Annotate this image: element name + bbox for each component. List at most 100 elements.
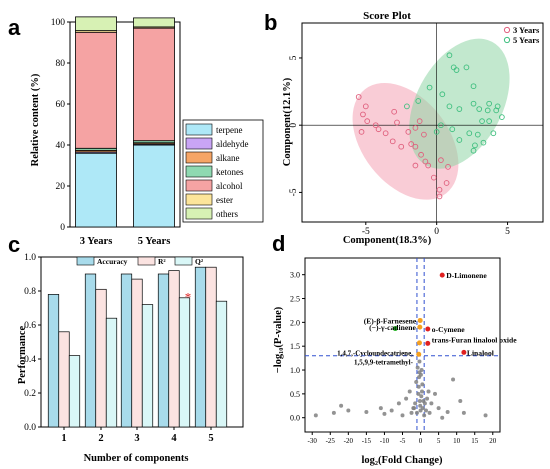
panel-b-point: [438, 157, 444, 163]
panel-b-point: [453, 67, 460, 73]
panel-d-point-ns: [404, 396, 409, 401]
panel-b-point: [415, 98, 422, 104]
panel-b-point: [484, 107, 491, 114]
panel-b-point: [412, 125, 419, 131]
panel-d-x-tick-label: -15: [362, 437, 372, 445]
panel-b-legend-label: 3 Years: [513, 25, 540, 35]
panel-c-category-label: 1: [61, 433, 66, 444]
panel-a-y-tick-label: 20: [56, 182, 66, 192]
panel-d-x-tick-label: -25: [326, 437, 336, 445]
panel-b-point: [391, 108, 397, 115]
panel-d-point-ns: [429, 401, 434, 406]
panel-d-point-ns: [382, 411, 387, 416]
panel-d-point-ns: [364, 409, 369, 414]
panel-a-y-tick-label: 80: [56, 59, 66, 69]
panel-c-bar: [205, 266, 217, 428]
panel-b-point: [439, 91, 446, 98]
panel-d-frame: [304, 257, 501, 433]
panel-d-point-ns: [461, 410, 466, 415]
panel-b-point: [372, 122, 379, 129]
panel-c-bar: [157, 273, 170, 428]
panel-b-ellipse-5-years: [409, 38, 510, 169]
panel-b-point: [426, 84, 433, 91]
panel-a-y-tick-label: 0: [60, 223, 65, 233]
panel-d-point-ns: [423, 408, 428, 413]
panel-d-x-tick-label: 15: [471, 437, 479, 445]
panel-a-category-label: 5 Years: [138, 236, 171, 247]
panel-a-bar-segment: [75, 16, 117, 32]
panel-b-point: [398, 143, 405, 150]
panel-d-y-axis-label: −log₁₀(P-value): [273, 306, 284, 373]
panel-b-point: [470, 83, 477, 90]
panel-a-legend-swatch: [185, 179, 213, 192]
panel-a-y-tick-label: 60: [56, 100, 66, 110]
panel-d-point-down: [392, 326, 398, 332]
panel-a-legend-label: others: [216, 209, 238, 219]
panel-a-legend-label: ester: [216, 195, 233, 205]
panel-b-point: [486, 118, 492, 125]
panel-b-legend-marker: [503, 36, 511, 44]
panel-d-point-ns: [407, 389, 412, 394]
panel-a-y-axis-label: Relative content (%): [30, 73, 41, 166]
panel-d-compound-label: Linalool: [467, 348, 494, 357]
panel-a-bar-segment: [75, 152, 117, 228]
panel-c-legend-label: Accuracy: [97, 257, 128, 266]
panel-d-x-tick-label: -10: [380, 437, 390, 445]
panel-d-x-axis-label: log₂(Fold Change): [361, 455, 443, 466]
panel-b-point: [472, 142, 478, 149]
panel-b-point: [412, 162, 419, 169]
panel-b-point: [430, 174, 437, 181]
panel-b-x-tick-label: -5: [362, 227, 370, 237]
panel-b-point: [422, 158, 429, 165]
panel-d-point-ns: [425, 396, 430, 401]
panel-c-y-tick-label: 0.8: [24, 287, 36, 297]
panel-d-compound-label: D-Limonene: [446, 271, 487, 280]
panel-d-point-ns: [414, 379, 419, 384]
panel-b-point: [490, 130, 497, 137]
panel-d-point-ns: [436, 406, 441, 411]
panel-b-point: [418, 151, 424, 158]
panel-d-point-highlight: [417, 317, 423, 323]
panel-b-point: [412, 143, 419, 150]
panel-a-bar-segment: [133, 27, 175, 142]
panel-d-point-ns: [451, 377, 456, 382]
panel-d-point-up: [439, 272, 445, 278]
panel-d-point-ns: [313, 413, 318, 418]
panel-d-point-ns: [427, 410, 432, 415]
panel-d-point-up: [425, 340, 431, 346]
panel-c-legend-label: R²: [158, 257, 166, 266]
panel-c-significance-star: *: [185, 289, 192, 304]
panel-d-point-ns: [458, 399, 463, 404]
panel-b-point: [456, 137, 463, 143]
panel-c-y-tick-label: 0.0: [24, 423, 36, 433]
panel-d-point-ns: [418, 372, 423, 377]
panel-b-legend-marker: [503, 26, 511, 34]
panel-d-point-ns: [416, 391, 421, 396]
panel-b-point: [445, 164, 451, 170]
panel-c-y-tick-label: 0.6: [24, 321, 36, 331]
panel-c-legend-label: Q²: [195, 257, 204, 266]
panel-c-y-axis-label: Performance: [17, 326, 28, 385]
panel-d-point-ns: [419, 394, 424, 399]
panel-a-legend-swatch: [185, 207, 213, 220]
panel-c-category-label: 5: [208, 433, 213, 444]
panel-c-legend-swatch: [174, 256, 193, 266]
panel-d-point-ns: [433, 391, 437, 396]
panel-d-x-tick-label: 20: [489, 437, 497, 445]
panel-d-point-ns: [389, 408, 394, 413]
panel-b-point: [436, 186, 443, 193]
panel-d-point-ns: [415, 365, 420, 370]
panel-c-y-tick-label: 1.0: [24, 253, 36, 263]
panel-b-point: [408, 141, 415, 147]
panel-b-point: [479, 118, 485, 125]
panel-d-point-ns: [400, 413, 405, 418]
panel-d-x-tick-label: -30: [308, 437, 318, 445]
panel-c-performance-bar: Number of components Performance 0.0 0.2 0…: [17, 253, 244, 464]
panel-c-bar: [194, 266, 207, 428]
panel-a-y-tick-label: 100: [51, 18, 66, 28]
panel-d-point-ns: [445, 409, 450, 414]
panel-b-point: [360, 111, 366, 118]
panel-d-point-ns: [417, 399, 422, 404]
panel-b-y-axis-label: Component(12.1%): [282, 77, 293, 166]
panel-c-x-axis-label: Number of components: [84, 453, 189, 464]
